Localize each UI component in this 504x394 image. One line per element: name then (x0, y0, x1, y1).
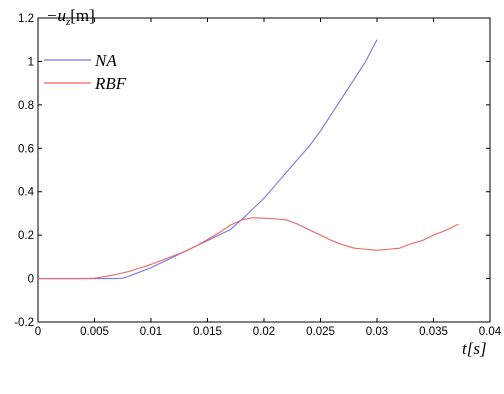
y-tick-label: 0.2 (18, 230, 34, 242)
y-tick-label: 0.4 (18, 187, 35, 199)
y-label-sign: − (46, 6, 57, 25)
x-tick-label: 0 (35, 326, 41, 338)
x-tick-label: 0.005 (80, 326, 109, 338)
x-tick-label: 0.01 (140, 326, 162, 338)
axis-ticks (37, 17, 491, 323)
y-tick-label: 1.2 (18, 13, 34, 25)
x-axis-label: t[s] (462, 339, 487, 358)
y-label-var: u (57, 6, 66, 25)
x-tick-label: 0.035 (419, 326, 448, 338)
legend-label-rbf: RBF (94, 74, 127, 93)
legend: NA RBF (44, 51, 127, 93)
series-line-na (38, 39, 378, 280)
y-label-unit: [m] (70, 6, 95, 25)
x-tick-label: 0.03 (366, 326, 388, 338)
x-tick-label: 0.02 (253, 326, 275, 338)
svg-text:−uz[m]: −uz[m] (46, 6, 95, 28)
y-tick-label: 0.8 (18, 100, 34, 112)
x-tick-label: 0.04 (479, 326, 502, 338)
legend-label-na: NA (94, 51, 117, 70)
y-tick-label: -0.2 (14, 317, 34, 329)
y-label-sub: z (65, 16, 71, 28)
x-tick-label: 0.015 (193, 326, 222, 338)
axis-tick-labels: 0 0.005 0.01 0.015 0.02 0.025 0.03 0.035 0.04 -0.… (14, 13, 502, 338)
x-tick-label: 0.025 (306, 326, 335, 338)
series-lines (38, 39, 459, 280)
series-line-rbf (38, 217, 459, 280)
y-tick-label: 0 (28, 274, 34, 286)
y-axis-label: −uz[m] (46, 6, 95, 28)
y-tick-label: 0.6 (18, 143, 34, 155)
y-tick-label: 1 (28, 56, 34, 68)
